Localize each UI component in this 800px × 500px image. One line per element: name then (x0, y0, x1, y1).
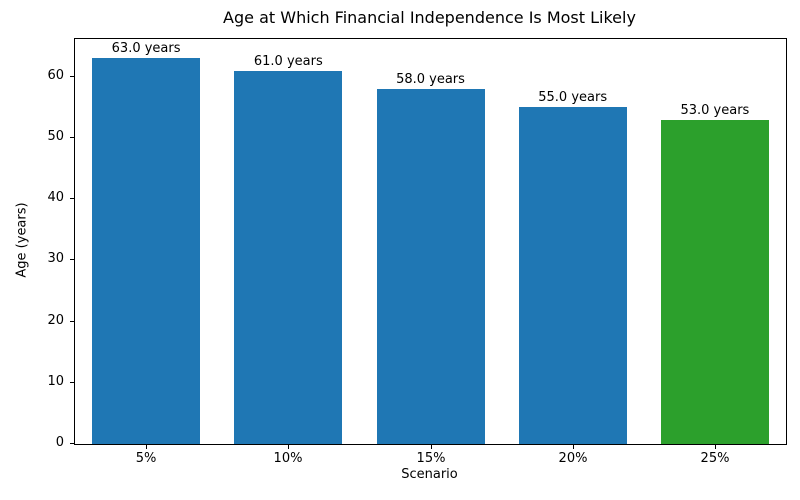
bar-value-label: 63.0 years (111, 41, 181, 56)
y-tick-mark (70, 75, 74, 77)
y-tick-mark (70, 320, 74, 322)
y-tick-mark (70, 381, 74, 383)
y-tick-label: 40 (47, 190, 64, 206)
x-tick-label: 10% (273, 451, 303, 466)
bar-value-label: 61.0 years (253, 54, 323, 69)
x-tick-label: 5% (135, 451, 157, 466)
bar (377, 89, 485, 444)
y-tick-mark (70, 259, 74, 261)
bar (519, 107, 627, 444)
x-axis-label: Scenario (401, 467, 458, 482)
x-tick-label: 20% (558, 451, 588, 466)
chart-title: Age at Which Financial Independence Is M… (223, 8, 636, 27)
x-tick-label: 25% (700, 451, 730, 466)
bar (234, 71, 342, 444)
x-tick-mark (573, 445, 574, 449)
bar (92, 58, 200, 444)
x-tick-mark (146, 445, 147, 449)
y-tick-label: 60 (47, 67, 64, 83)
y-tick-label: 10 (47, 373, 64, 389)
bar-value-label: 58.0 years (396, 72, 465, 87)
y-tick-label: 0 (55, 435, 64, 450)
y-tick-label: 50 (47, 128, 64, 144)
x-tick-mark (431, 445, 432, 449)
bar-value-label: 55.0 years (538, 90, 608, 105)
x-tick-mark (715, 445, 716, 449)
plot-area: 63.0 years 61.0 years 58.0 years 55.0 years… (74, 38, 787, 445)
x-tick-label: 15% (416, 451, 446, 466)
y-tick-label: 30 (47, 251, 64, 267)
y-tick-mark (70, 198, 74, 200)
y-tick-mark (70, 136, 74, 138)
x-tick-mark (288, 445, 289, 449)
bar (661, 120, 769, 444)
y-tick-label: 20 (47, 312, 64, 328)
bar-value-label: 53.0 years (680, 103, 750, 118)
y-tick-mark (70, 443, 74, 444)
